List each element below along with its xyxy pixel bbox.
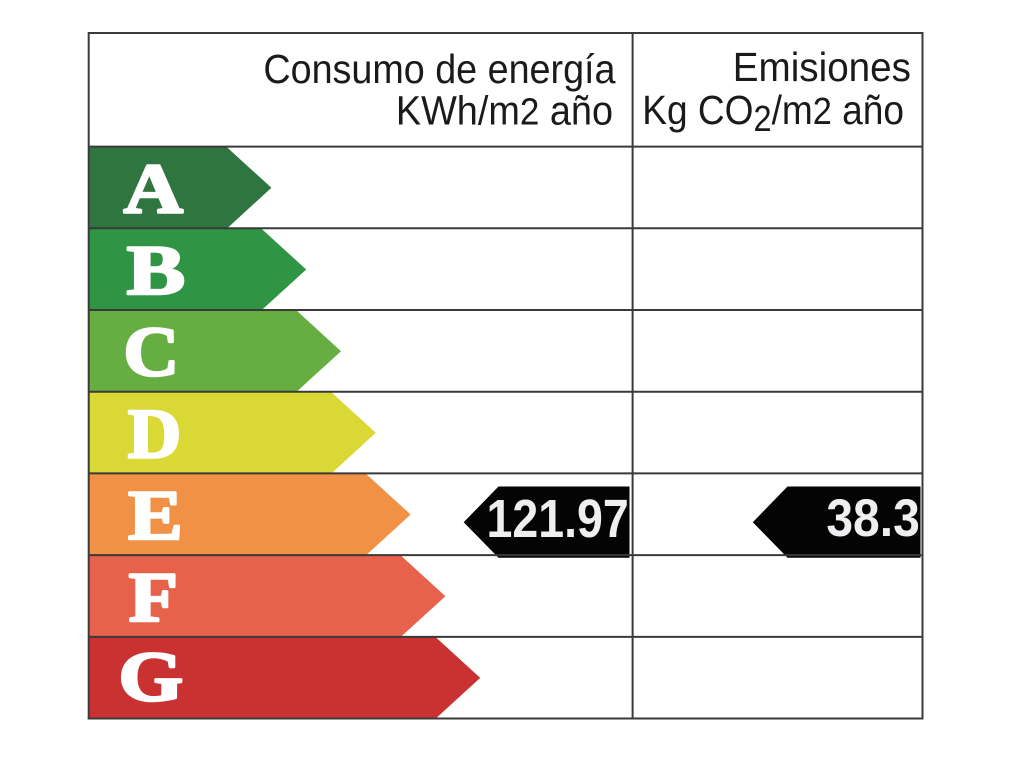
svg-text:B: B (127, 232, 186, 310)
svg-text:F: F (129, 558, 178, 636)
svg-text:E: E (128, 476, 183, 555)
svg-text:D: D (128, 394, 181, 473)
svg-text:A: A (123, 149, 183, 228)
svg-text:38.3: 38.3 (826, 488, 919, 548)
svg-text:C: C (123, 313, 179, 391)
svg-text:G: G (118, 637, 183, 716)
svg-text:Emisiones: Emisiones (733, 45, 911, 90)
svg-text:121.97: 121.97 (487, 488, 629, 549)
svg-text:KWh/m2 año: KWh/m2 año (396, 88, 613, 134)
svg-text:Kg CO2/m2 año: Kg CO2/m2 año (642, 88, 904, 139)
svg-text:Consumo de energía: Consumo de energía (263, 47, 615, 93)
